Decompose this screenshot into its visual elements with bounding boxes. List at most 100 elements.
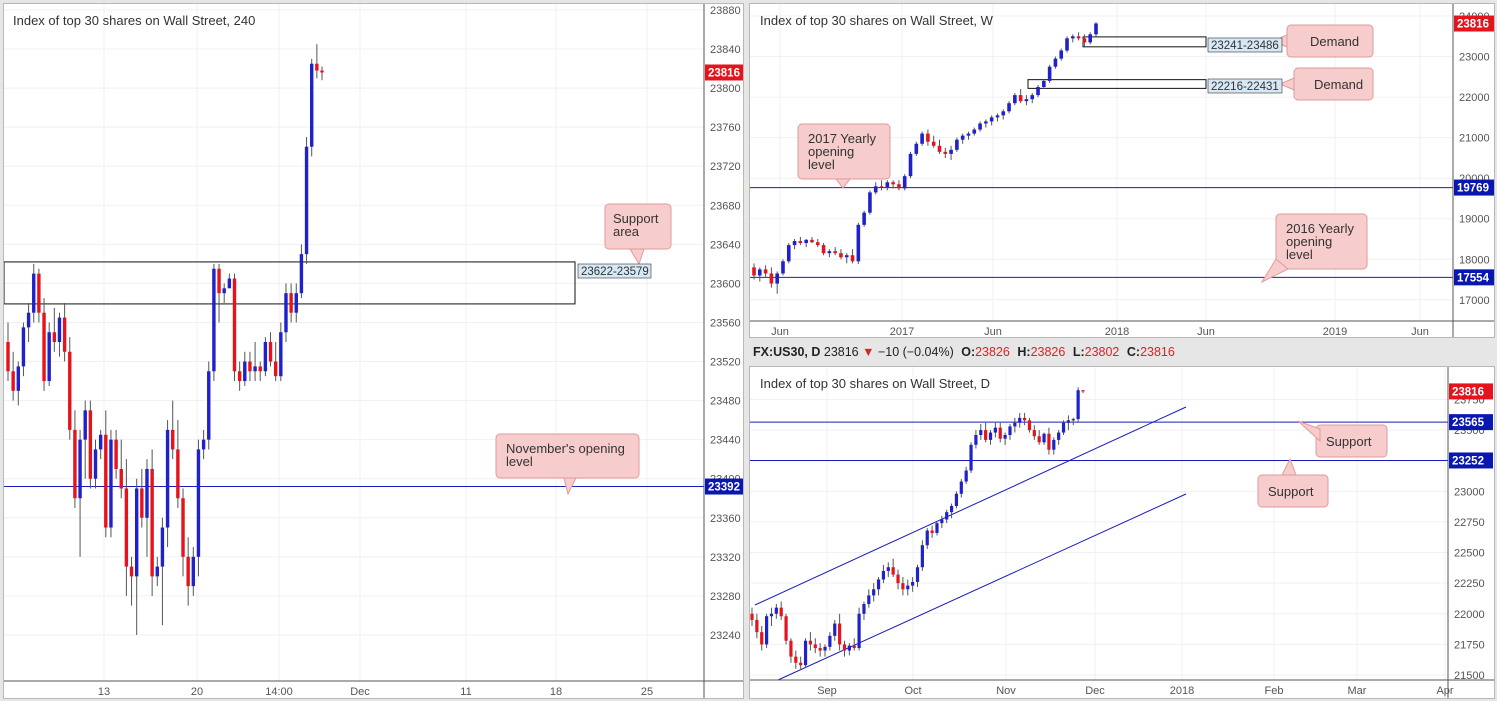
weekly-level-lines	[750, 187, 1453, 278]
weekly-callout-line: level	[808, 157, 835, 172]
candle-body	[978, 123, 982, 130]
candle-body	[1018, 95, 1023, 102]
candle-body	[1071, 36, 1075, 39]
weekly-chart[interactable]: Index of top 30 shares on Wall Street, W…	[750, 4, 1495, 338]
candle-body	[47, 332, 51, 382]
candle-body	[915, 567, 920, 582]
candle-body	[155, 566, 159, 577]
level-price-tag	[1454, 269, 1494, 286]
weekly-time-axis[interactable]: Jun 2017 Jun 2018 Jun 2019 Jun	[771, 326, 1429, 338]
candle-body	[26, 312, 31, 328]
candle-body	[885, 182, 890, 188]
candle-body	[88, 410, 93, 479]
candle-body	[52, 332, 57, 342]
last-price-tag-text: 23816	[1452, 386, 1484, 398]
candle-body	[114, 439, 118, 469]
candle-body	[794, 656, 798, 663]
candle-body	[979, 430, 983, 435]
h4-price-axis[interactable]: 23880 23840 23800 23760 23720 23680 23640 23600…	[710, 5, 741, 642]
open-label: O:	[961, 345, 976, 359]
daily-grid	[750, 367, 1448, 680]
price-tick-label: 23280	[710, 591, 741, 603]
h4-time-axis[interactable]: 13 20 14:00 Dec 11 18 25	[98, 686, 653, 698]
candle-body	[769, 613, 774, 617]
candle-body	[955, 139, 959, 150]
weekly-callout-line: 2016 Yearly	[1286, 221, 1354, 236]
price-tick-label: 17000	[1459, 295, 1490, 307]
weekly-price-axis[interactable]: 2400023000220002100020000190001800017000	[1459, 11, 1490, 307]
candle-body	[232, 278, 237, 372]
price-tick-label: 22750	[1454, 517, 1485, 529]
candle-body	[984, 121, 988, 124]
candle-body	[289, 293, 293, 313]
candle-body	[847, 645, 851, 651]
daily-chart[interactable]: Index of top 30 shares on Wall Street, D…	[750, 367, 1495, 699]
candle-body	[1022, 417, 1027, 421]
h4-november-callout: November's opening level	[495, 433, 640, 496]
candle-body	[906, 585, 910, 590]
candle-body	[775, 273, 779, 284]
time-tick-label: Dec	[350, 686, 370, 698]
last-price-tag-text: 23816	[708, 67, 740, 79]
candle-body	[1008, 426, 1012, 435]
h4-zone-label-text: 23622-23579	[581, 266, 649, 278]
level-price-tag-text: 23565	[1452, 417, 1485, 429]
h4-chart[interactable]: Index of top 30 shares on Wall Street, 2…	[4, 4, 744, 699]
candle-body	[792, 241, 797, 246]
close-label: C:	[1126, 345, 1141, 359]
candle-body	[839, 253, 843, 258]
h4-zone-label: 23622-23579	[577, 263, 652, 279]
daily-chart-title: Index of top 30 shares on Wall Street, D	[760, 376, 990, 391]
daily-price-axis[interactable]: 2375023500232502300022750225002225022000…	[1454, 394, 1485, 682]
h4-price-tags: 23392 23816	[705, 64, 743, 495]
candle-body	[960, 135, 965, 140]
candle-body	[124, 488, 129, 567]
level-price-tag	[1449, 414, 1493, 431]
candle-body	[201, 439, 206, 450]
price-tick-label: 23600	[710, 278, 741, 290]
open-value: 23826	[975, 345, 1010, 359]
candle-body	[879, 186, 884, 188]
time-tick-label: 13	[98, 686, 110, 698]
candle-body	[1076, 36, 1081, 39]
symbol-label[interactable]: FX:US30, D	[753, 345, 821, 359]
level-price-tag	[1454, 179, 1494, 196]
daily-time-axis[interactable]: Sep Oct Nov Dec 2018 Feb Mar Apr	[817, 685, 1454, 697]
candle-body	[966, 133, 971, 136]
last-price-tag	[1449, 383, 1493, 400]
price-tick-label: 19000	[1459, 214, 1490, 226]
candle-body	[222, 288, 226, 294]
time-tick-label: Jun	[771, 326, 789, 338]
candle-body	[908, 153, 913, 177]
time-tick-label: Jun	[1197, 326, 1215, 338]
candle-body	[867, 595, 871, 604]
chart-panel-h4[interactable]: Index of top 30 shares on Wall Street, 2…	[3, 3, 744, 699]
time-tick-label: 11	[460, 686, 471, 698]
time-tick-label: Dec	[1085, 685, 1105, 697]
time-tick-label: Jun	[984, 326, 1002, 338]
candle-body	[119, 468, 123, 489]
price-tick-label: 23440	[710, 435, 741, 447]
candle-body	[789, 640, 793, 657]
time-tick-label: 2017	[890, 326, 914, 338]
candle-body	[145, 468, 149, 518]
candle-body	[901, 583, 905, 590]
candle-body	[945, 512, 949, 520]
level-price-tag	[705, 478, 743, 495]
candle-body	[1003, 435, 1007, 439]
price-tick-label: 23840	[710, 44, 741, 56]
time-tick-label: 25	[641, 686, 653, 698]
candle-body	[1027, 420, 1032, 431]
candle-body	[171, 429, 175, 450]
h4-callout-line: Support	[613, 211, 659, 226]
daily-support-callout-2: Support	[1257, 457, 1329, 508]
candle-body	[109, 439, 113, 528]
candle-body	[78, 439, 82, 499]
candle-body	[93, 449, 98, 479]
chart-panel-daily[interactable]: Index of top 30 shares on Wall Street, D…	[749, 366, 1495, 699]
candle-body	[1082, 38, 1087, 43]
candle-body	[11, 371, 15, 391]
chart-panel-weekly[interactable]: Index of top 30 shares on Wall Street, W…	[749, 3, 1495, 338]
candle-body	[872, 589, 876, 596]
last-price-tag	[705, 64, 743, 81]
